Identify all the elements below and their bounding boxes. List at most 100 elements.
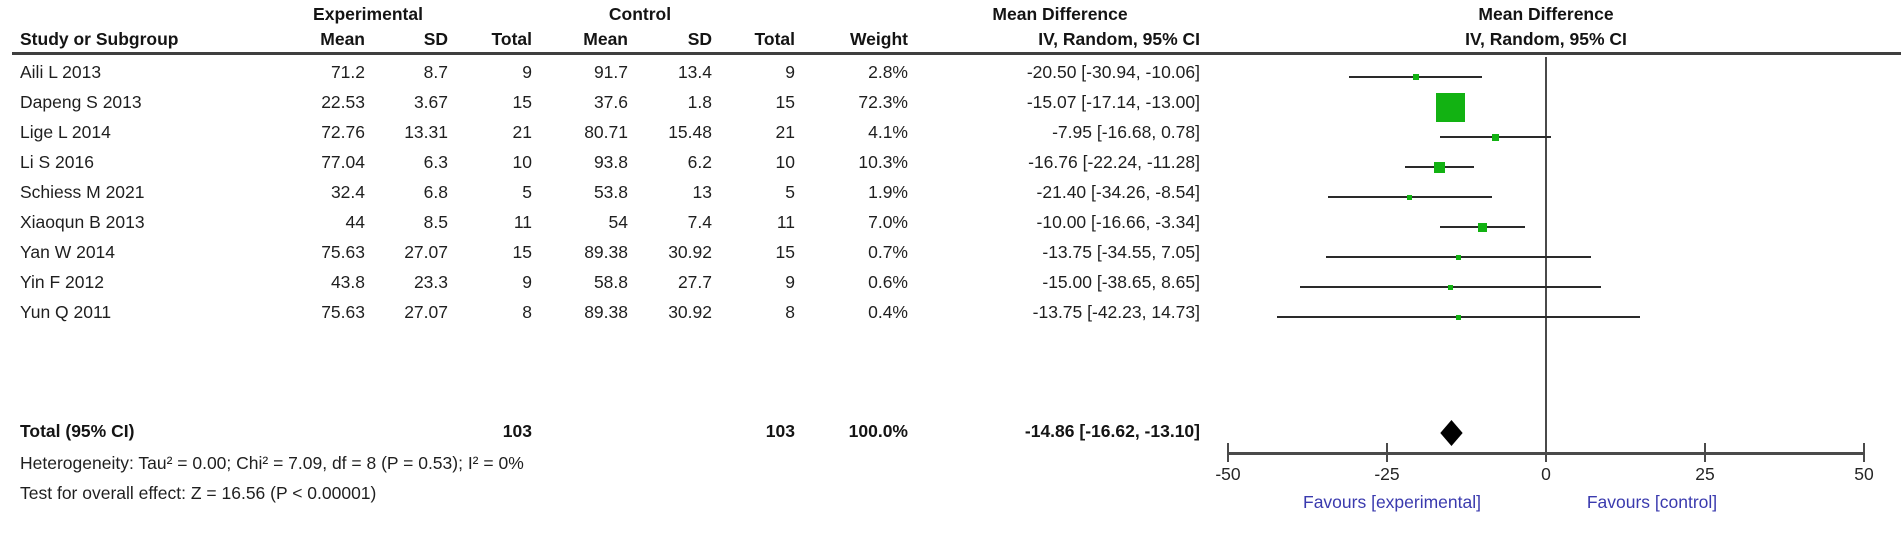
column-header-ctrl-sd: SD — [687, 29, 712, 49]
axis-tick-label: 50 — [1854, 464, 1874, 484]
weight: 10.3% — [858, 152, 908, 172]
exp-total: 9 — [522, 62, 532, 82]
ci-text: -7.95 [-16.68, 0.78] — [1052, 122, 1200, 142]
summary-diamond — [1440, 420, 1463, 446]
ctrl-mean: 54 — [608, 212, 628, 232]
weight: 7.0% — [868, 212, 908, 232]
axis-tick — [1545, 443, 1547, 462]
ci-text: -10.00 [-16.66, -3.34] — [1036, 212, 1200, 232]
exp-total: 21 — [512, 122, 532, 142]
effect-header-right-line1: Mean Difference — [1478, 4, 1614, 24]
zero-line — [1545, 57, 1547, 453]
weight: 0.6% — [868, 272, 908, 292]
exp-mean: 22.53 — [321, 92, 365, 112]
exp-sd: 3.67 — [413, 92, 448, 112]
group-header-control: Control — [608, 4, 672, 24]
ctrl-mean: 58.8 — [593, 272, 628, 292]
ctrl-mean: 80.71 — [584, 122, 628, 142]
effect-header-left-line1: Mean Difference — [992, 4, 1128, 24]
table-row: Yun Q 2011 75.63 27.07 8 89.38 30.92 8 0.4% -13.… — [0, 302, 1901, 332]
axis-tick — [1704, 443, 1706, 462]
exp-mean: 44 — [345, 212, 365, 232]
column-header-exp-sd: SD — [423, 29, 448, 49]
ci-text: -13.75 [-42.23, 14.73] — [1032, 302, 1200, 322]
table-row: Xiaoqun B 2013 44 8.5 11 54 7.4 11 7.0% -10.00 [… — [0, 212, 1901, 242]
effect-marker — [1477, 222, 1487, 232]
ctrl-total: 15 — [775, 92, 795, 112]
column-header-study: Study or Subgroup — [20, 29, 179, 49]
header-separator-line — [12, 52, 1901, 55]
weight: 4.1% — [868, 122, 908, 142]
column-header-weight: Weight — [849, 29, 908, 49]
column-header-ctrl-total: Total — [754, 29, 795, 49]
exp-mean: 43.8 — [330, 272, 365, 292]
ctrl-total: 9 — [785, 62, 795, 82]
axis-tick — [1227, 443, 1229, 462]
ctrl-total: 10 — [775, 152, 795, 172]
exp-sd: 6.3 — [423, 152, 448, 172]
ci-text: -21.40 [-34.26, -8.54] — [1036, 182, 1200, 202]
weight: 2.8% — [868, 62, 908, 82]
study-name: Lige L 2014 — [20, 122, 111, 142]
ci-text: -13.75 [-34.55, 7.05] — [1042, 242, 1200, 262]
effect-marker — [1491, 133, 1499, 141]
axis-tick-label: 0 — [1541, 464, 1551, 484]
axis-tick — [1863, 443, 1865, 462]
exp-mean: 75.63 — [321, 302, 365, 322]
effect-header-right-line2: IV, Random, 95% CI — [1465, 29, 1627, 49]
study-name: Yan W 2014 — [20, 242, 116, 262]
total-ci-text: -14.86 [-16.62, -13.10] — [1024, 421, 1200, 441]
weight: 0.7% — [868, 242, 908, 262]
exp-mean: 75.63 — [321, 242, 365, 262]
ctrl-mean: 89.38 — [584, 242, 628, 262]
total-ctrl-total: 103 — [765, 421, 795, 441]
table-row: Lige L 2014 72.76 13.31 21 80.71 15.48 21 4.1% -… — [0, 122, 1901, 152]
ctrl-total: 8 — [785, 302, 795, 322]
table-row: Li S 2016 77.04 6.3 10 93.8 6.2 10 10.3% -16.76 … — [0, 152, 1901, 182]
axis-tick-label: -25 — [1374, 464, 1400, 484]
table-row: Yan W 2014 75.63 27.07 15 89.38 30.92 15 0.7% -1… — [0, 242, 1901, 272]
study-name: Yun Q 2011 — [20, 302, 112, 322]
ctrl-sd: 30.92 — [668, 302, 712, 322]
ci-text: -15.07 [-17.14, -13.00] — [1026, 92, 1200, 112]
exp-sd: 27.07 — [404, 242, 448, 262]
axis-tick-label: 25 — [1695, 464, 1715, 484]
ctrl-sd: 6.2 — [687, 152, 712, 172]
effect-marker — [1433, 161, 1445, 173]
exp-total: 9 — [522, 272, 532, 292]
effect-marker — [1456, 314, 1462, 320]
ctrl-total: 21 — [775, 122, 795, 142]
exp-mean: 77.04 — [321, 152, 365, 172]
group-header-experimental: Experimental — [313, 4, 423, 24]
weight: 0.4% — [868, 302, 908, 322]
table-row: Yin F 2012 43.8 23.3 9 58.8 27.7 9 0.6% -15.00 [… — [0, 272, 1901, 302]
ctrl-sd: 30.92 — [668, 242, 712, 262]
ctrl-mean: 91.7 — [593, 62, 628, 82]
exp-total: 10 — [512, 152, 532, 172]
table-row: Dapeng S 2013 22.53 3.67 15 37.6 1.8 15 72.3% -1… — [0, 92, 1901, 122]
ctrl-mean: 89.38 — [584, 302, 628, 322]
ci-text: -20.50 [-30.94, -10.06] — [1026, 62, 1200, 82]
study-name: Li S 2016 — [20, 152, 94, 172]
overall-effect-text: Test for overall effect: Z = 16.56 (P < … — [20, 483, 377, 503]
total-weight: 100.0% — [848, 421, 908, 441]
axis-tick-label: -50 — [1215, 464, 1241, 484]
total-row-label: Total (95% CI) — [20, 421, 135, 441]
column-header-effect-ci: IV, Random, 95% CI — [1038, 29, 1200, 49]
effect-marker — [1448, 284, 1454, 290]
exp-sd: 6.8 — [423, 182, 448, 202]
table-row: Schiess M 2021 32.4 6.8 5 53.8 13 5 1.9% -21.40 … — [0, 182, 1901, 212]
ci-text: -15.00 [-38.65, 8.65] — [1042, 272, 1200, 292]
exp-total: 15 — [512, 242, 532, 262]
exp-mean: 71.2 — [330, 62, 365, 82]
exp-total: 15 — [512, 92, 532, 112]
ctrl-sd: 15.48 — [668, 122, 712, 142]
exp-sd: 8.5 — [423, 212, 448, 232]
exp-sd: 8.7 — [423, 62, 448, 82]
exp-mean: 72.76 — [321, 122, 365, 142]
ctrl-total: 9 — [785, 272, 795, 292]
total-exp-total: 103 — [502, 421, 532, 441]
column-header-exp-total: Total — [491, 29, 532, 49]
weight: 1.9% — [868, 182, 908, 202]
